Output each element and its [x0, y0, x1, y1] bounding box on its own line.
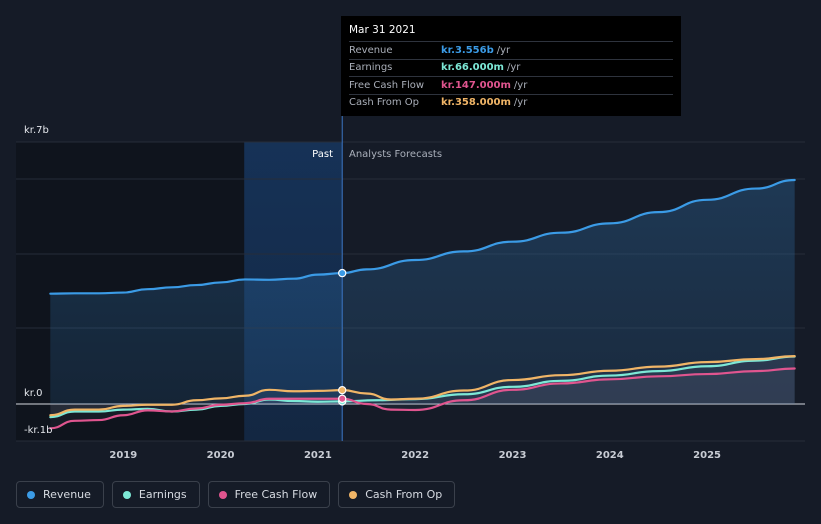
- x-axis-ticks: 2019 2020 2021 2022 2023 2024 2025: [109, 450, 721, 461]
- tooltip-value: kr.66.000m: [441, 62, 504, 74]
- legend-label: Free Cash Flow: [234, 488, 318, 501]
- forecast-label: Analysts Forecasts: [349, 149, 442, 160]
- legend-dot-icon: [27, 490, 35, 499]
- legend-dot-icon: [349, 490, 358, 499]
- free-cash-flow-marker: [338, 394, 347, 403]
- x-tick-label: 2020: [207, 450, 235, 461]
- legend-label: Earnings: [138, 488, 187, 501]
- data-tooltip: Mar 31 2021 Revenue kr.3.556b /yr Earnin…: [341, 16, 681, 116]
- legend-dot-icon: [218, 490, 227, 499]
- x-tick-label: 2025: [693, 450, 721, 461]
- free-cash-flow-area: [50, 368, 795, 429]
- hover-markers: [338, 268, 347, 406]
- earnings-line: [49, 355, 796, 419]
- x-tick-label: 2022: [401, 450, 429, 461]
- cash-from-op-line: [49, 355, 796, 417]
- revenue-marker: [338, 268, 347, 278]
- series-lines: [49, 178, 796, 430]
- tooltip-unit: /yr: [506, 62, 521, 74]
- legend-label: Revenue: [43, 488, 91, 501]
- tooltip-row-free-cash-flow: Free Cash Flow kr.147.000m /yr: [349, 76, 673, 94]
- tooltip-value: kr.3.556b: [441, 44, 494, 56]
- tooltip-row-revenue: Revenue kr.3.556b /yr: [349, 41, 673, 59]
- y-tick-label: -kr.1b: [24, 425, 52, 436]
- tooltip-value: kr.358.000m: [441, 97, 511, 109]
- x-tick-label: 2021: [304, 450, 332, 461]
- tooltip-row-cash-from-op: Cash From Op kr.358.000m /yr: [349, 93, 673, 112]
- tooltip-label: Revenue: [349, 44, 393, 56]
- chart-legend: Revenue Earnings Free Cash Flow Cash Fro…: [16, 481, 456, 508]
- tooltip-unit: /yr: [513, 97, 528, 109]
- legend-revenue-button[interactable]: Revenue: [16, 481, 104, 508]
- tooltip-label: Free Cash Flow: [349, 79, 425, 91]
- y-tick-label: kr.0: [24, 388, 43, 399]
- earnings-area: [50, 356, 795, 418]
- tooltip-label: Earnings: [349, 62, 393, 74]
- revenue-area: [50, 179, 795, 404]
- tooltip-unit: /yr: [496, 44, 511, 56]
- x-tick-label: 2023: [499, 450, 527, 461]
- tooltip-row-earnings: Earnings kr.66.000m /yr: [349, 58, 673, 77]
- legend-dot-icon: [122, 490, 131, 499]
- cash-from-op-marker: [338, 385, 347, 395]
- tooltip-value: kr.147.000m: [441, 79, 511, 91]
- past-label: Past: [312, 149, 333, 160]
- x-tick-label: 2019: [109, 450, 137, 461]
- free-cash-flow-line: [49, 367, 796, 430]
- legend-label: Cash From Op: [365, 488, 443, 501]
- x-tick-label: 2024: [596, 450, 624, 461]
- tooltip-date: Mar 31 2021: [349, 24, 416, 36]
- legend-earnings-button[interactable]: Earnings: [111, 481, 200, 508]
- legend-cash-from-op-button[interactable]: Cash From Op: [338, 481, 456, 508]
- revenue-line: [49, 178, 796, 295]
- legend-free-cash-flow-button[interactable]: Free Cash Flow: [207, 481, 331, 508]
- tooltip-label: Cash From Op: [349, 97, 420, 109]
- tooltip-unit: /yr: [513, 79, 528, 91]
- y-tick-label: kr.7b: [24, 125, 49, 136]
